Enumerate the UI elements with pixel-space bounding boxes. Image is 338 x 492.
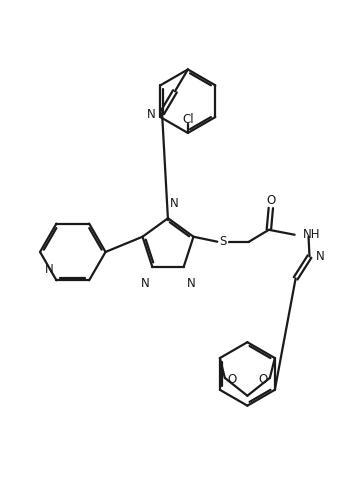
Text: N: N (170, 197, 179, 210)
Text: N: N (187, 277, 195, 290)
Text: Cl: Cl (182, 113, 194, 125)
Text: N: N (141, 277, 149, 290)
Text: N: N (315, 250, 324, 263)
Text: N: N (45, 263, 53, 277)
Text: O: O (266, 193, 275, 207)
Text: S: S (220, 235, 227, 248)
Text: O: O (227, 373, 236, 386)
Text: O: O (258, 373, 268, 386)
Text: NH: NH (303, 228, 320, 241)
Text: N: N (147, 108, 156, 121)
